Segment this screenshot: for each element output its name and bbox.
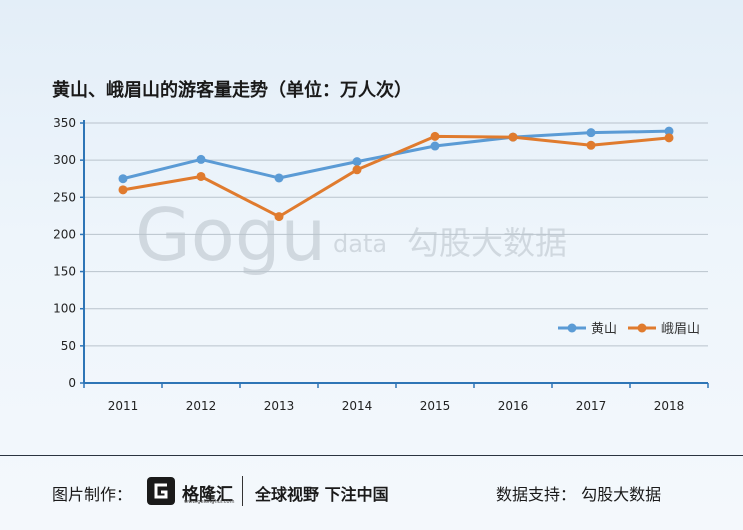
slogan: 全球视野 下注中国	[255, 485, 389, 504]
y-tick-label: 200	[53, 227, 76, 241]
x-tick-label: 2012	[186, 399, 217, 413]
data-point	[430, 141, 440, 151]
y-tick-label: 300	[53, 153, 76, 167]
line-chart: 0 50 100 150 200 250 300 350 2011 2012 2013 2014 201…	[53, 116, 709, 413]
data-point	[196, 171, 206, 181]
series-line-emeishan	[122, 134, 670, 219]
series-line-huangshan	[122, 129, 670, 181]
y-tick-label: 250	[53, 190, 76, 204]
data-point	[118, 174, 128, 184]
data-point	[274, 212, 284, 222]
svg-text:勾股大数据: 勾股大数据	[407, 224, 567, 262]
data-point	[196, 154, 206, 164]
footer-separator	[242, 476, 243, 506]
data-point	[430, 131, 440, 141]
y-tick-label: 350	[53, 116, 76, 130]
y-tick-label: 150	[53, 265, 76, 279]
brand-site: www.gelonghui.com	[184, 499, 235, 505]
x-tick-label: 2015	[420, 399, 451, 413]
data-point	[352, 165, 362, 175]
data-point	[508, 132, 518, 142]
legend-marker	[637, 323, 647, 333]
gelonghui-logo-icon	[147, 477, 175, 505]
y-tick-label: 0	[68, 376, 76, 390]
credit-label: 图片制作：	[52, 485, 133, 504]
chart-title: 黄山、峨眉山的游客量走势（单位：万人次）	[52, 80, 412, 101]
legend-label: 峨眉山	[661, 322, 700, 337]
x-tick-label: 2018	[654, 399, 685, 413]
legend-marker	[567, 323, 577, 333]
data-support: 数据支持： 勾股大数据	[496, 485, 662, 504]
legend-label: 黄山	[591, 322, 617, 337]
data-point	[586, 140, 596, 150]
data-point	[274, 173, 284, 183]
data-point	[352, 157, 362, 167]
data-point	[664, 126, 674, 136]
data-point	[118, 185, 128, 195]
x-tick-label: 2014	[342, 399, 373, 413]
x-tick-label: 2013	[264, 399, 295, 413]
y-tick-label: 100	[53, 302, 76, 316]
x-tick-label: 2017	[576, 399, 607, 413]
data-point	[586, 128, 596, 138]
y-tick-label: 50	[61, 339, 76, 353]
data-point	[664, 133, 674, 143]
x-tick-label: 2011	[108, 399, 139, 413]
footer-divider	[0, 455, 743, 456]
brand-name: 格隆汇	[182, 485, 233, 505]
x-tick-label: 2016	[498, 399, 529, 413]
